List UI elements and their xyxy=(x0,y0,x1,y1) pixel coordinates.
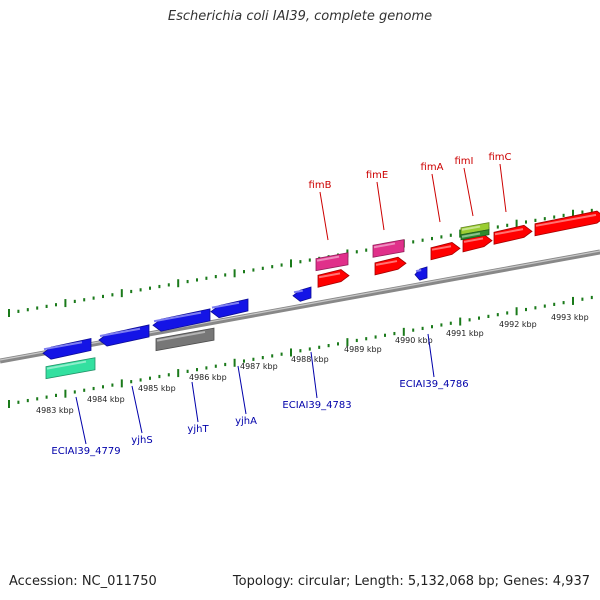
label-leader xyxy=(499,163,507,213)
label-leader xyxy=(319,191,329,241)
map-title: Escherichia coli IAI39, complete genome xyxy=(167,9,433,24)
gene-label-yjhS: yjhS xyxy=(131,435,152,446)
backbone-highlight xyxy=(0,250,600,361)
gene-pseudo-yjhT-highlight xyxy=(156,330,206,342)
gene-fimA-highlight xyxy=(431,245,452,251)
gene-fimD-highlight xyxy=(535,213,597,227)
label-leader xyxy=(463,167,474,217)
genome-backbone xyxy=(0,249,600,364)
rna-fimE-highlight xyxy=(373,242,396,249)
gene-fimE xyxy=(374,256,407,276)
scale-label: 4988 kbp xyxy=(291,355,329,364)
tick-row-lower xyxy=(8,295,593,408)
scale-label: 4992 kbp xyxy=(499,320,537,329)
gene-label-ECIAI39_4779: ECIAI39_4779 xyxy=(51,446,120,457)
gene-label-fimE: fimE xyxy=(366,170,388,181)
scale-label: 4990 kbp xyxy=(395,336,433,345)
label-leader xyxy=(431,173,441,223)
label-leader xyxy=(310,351,318,399)
accession-label: Accession: NC_011750 xyxy=(9,574,157,589)
rna-fimE xyxy=(372,239,405,258)
gene-label-ECIAI39_4786: ECIAI39_4786 xyxy=(399,379,468,390)
label-leader xyxy=(427,333,435,378)
scale-label: 4983 kbp xyxy=(36,406,74,415)
gene-yjhT-highlight xyxy=(153,311,202,323)
gene-yjhS-highlight xyxy=(99,327,141,337)
gene-label-fimA: fimA xyxy=(421,162,444,173)
scale-label: 4984 kbp xyxy=(87,395,125,404)
label-leader xyxy=(191,381,199,423)
scale-label: 4987 kbp xyxy=(240,362,278,371)
mobile-element-fimI-lower-highlight xyxy=(461,232,481,238)
gene-ECIAI39_4786 xyxy=(414,266,428,281)
genome-summary: Topology: circular; Length: 5,132,068 bp… xyxy=(232,574,590,589)
gene-fimC-highlight xyxy=(494,228,524,236)
gene-yjhA-highlight xyxy=(211,301,240,309)
label-leader xyxy=(237,365,247,415)
gene-fimE-highlight xyxy=(375,260,398,266)
label-leader xyxy=(131,385,143,434)
gene-other-ECIAI39_4779-highlight xyxy=(46,360,87,370)
mobile-element-fimI-highlight xyxy=(461,225,481,231)
tick-row-upper xyxy=(8,208,593,317)
gene-label-fimC: fimC xyxy=(488,152,511,163)
gene-ECIAI39_4783 xyxy=(292,286,312,302)
gene-fimB xyxy=(317,269,350,288)
scale-label: 4986 kbp xyxy=(189,373,227,382)
gene-ECIAI39_4779-highlight xyxy=(43,341,83,351)
scale-label: 4991 kbp xyxy=(446,329,484,338)
gene-label-fimB: fimB xyxy=(309,180,332,191)
gene-fimA xyxy=(430,241,461,261)
gene-label-yjhA: yjhA xyxy=(235,416,257,427)
gene-label-yjhT: yjhT xyxy=(187,424,209,435)
gene-ECIAI39_4786-highlight xyxy=(415,269,422,273)
gene-ECIAI39_4783-highlight xyxy=(293,289,303,294)
label-leader xyxy=(376,181,385,231)
scale-label: 4985 kbp xyxy=(138,384,176,393)
rna-fimB xyxy=(315,252,349,272)
gene-label-ECIAI39_4783: ECIAI39_4783 xyxy=(282,400,351,411)
gene-fimC xyxy=(493,224,533,245)
gene-label-fimI: fimI xyxy=(455,156,474,167)
rna-fimB-highlight xyxy=(316,255,340,262)
scale-label: 4993 kbp xyxy=(551,313,589,322)
label-leader xyxy=(75,396,87,445)
scale-label: 4989 kbp xyxy=(344,345,382,354)
gene-fimI-highlight xyxy=(463,237,484,243)
gene-fimB-highlight xyxy=(318,272,341,279)
